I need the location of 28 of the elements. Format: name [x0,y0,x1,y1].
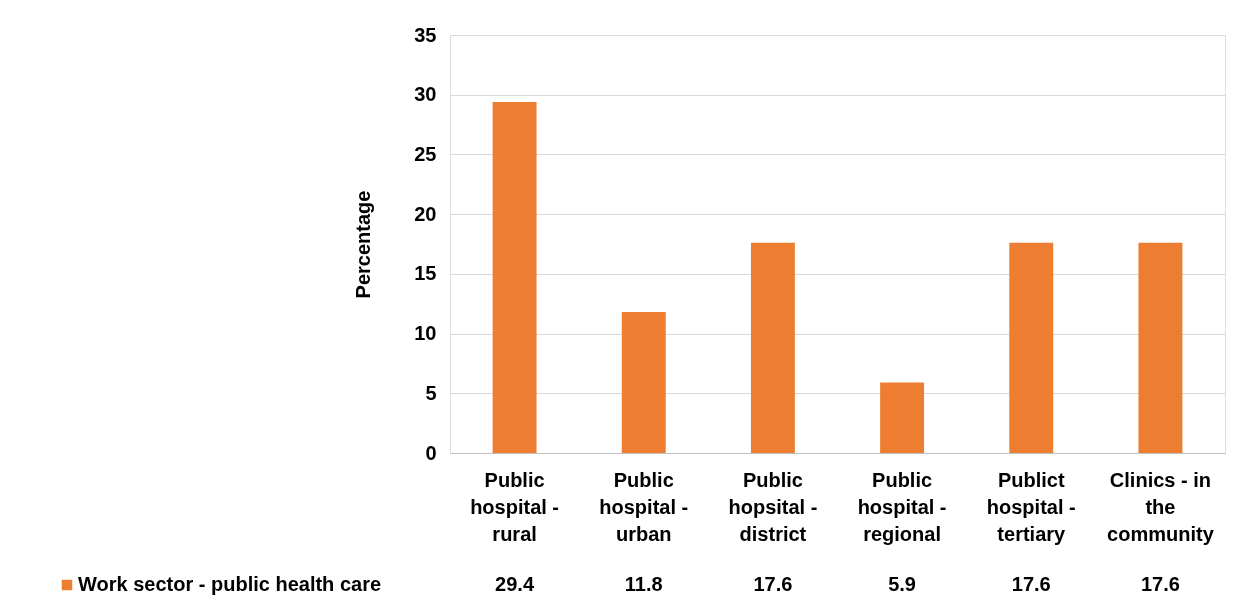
y-tick-label: 30 [414,83,437,106]
bar [1138,242,1183,453]
data-label: 5.9 [888,573,916,595]
data-label: 17.6 [1011,573,1051,595]
y-tick-label: 15 [414,262,437,285]
legend-label: Work sector - public health care [78,573,382,595]
y-tick-label: 0 [425,441,437,464]
y-axis-title: Percentage [352,190,375,299]
x-tick-label: Public hospital - urban [599,469,689,545]
y-tick-label: 20 [414,202,437,225]
y-tick-label: 5 [425,381,437,404]
y-tick-label: 25 [414,142,437,165]
bar [621,312,666,453]
bar [750,242,795,453]
x-tick-label: Publict hospital - tertiary [986,469,1076,545]
data-label: 11.8 [624,573,663,595]
data-label: 17.6 [1140,573,1180,595]
bar [880,382,925,453]
x-tick-label: Public hopsital - district [728,469,818,545]
data-label: 29.4 [495,573,535,595]
x-tick-label: Public hospital - rural [470,469,560,545]
x-tick-label: Clinics - in the community [1107,469,1215,545]
bar [492,101,537,453]
bar [1009,242,1054,453]
x-tick-label: Public hospital - regional [857,469,947,545]
y-tick-label: 10 [414,322,437,345]
data-label: 17.6 [753,573,793,595]
y-tick-label: 35 [414,23,437,46]
